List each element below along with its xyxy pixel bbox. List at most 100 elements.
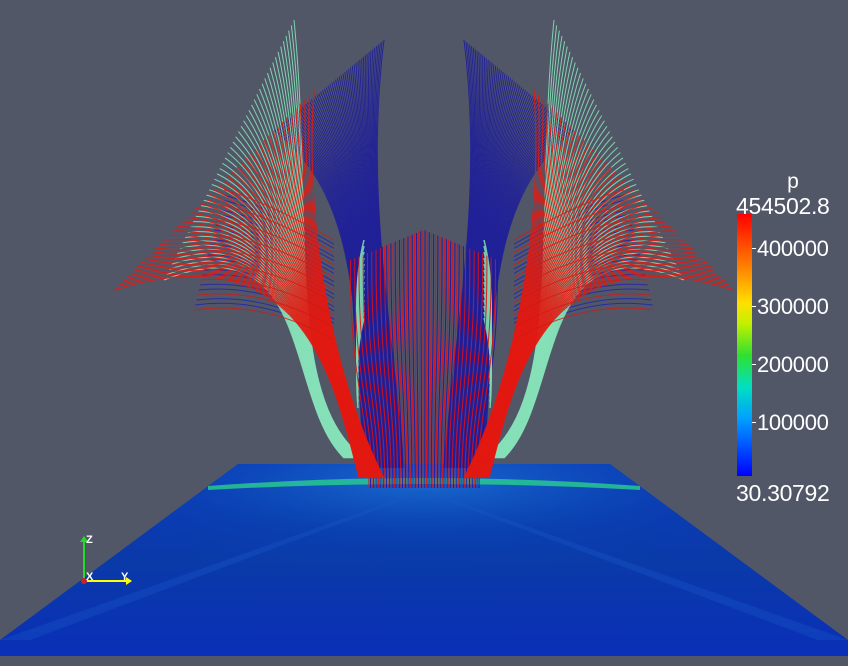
streamline: [297, 109, 374, 469]
streamline: [481, 125, 569, 469]
streamline: [513, 219, 632, 266]
streamline: [409, 235, 415, 489]
streamline: [457, 71, 504, 469]
streamline: [369, 50, 400, 469]
streamline: [450, 56, 486, 469]
streamline: [450, 55, 484, 469]
streamline: [379, 247, 392, 489]
streamline: [418, 232, 421, 489]
streamline: [366, 53, 399, 469]
streamline: [437, 237, 443, 489]
streamline: [459, 76, 510, 469]
axis-y-label: Y: [121, 571, 129, 583]
streamline: [467, 253, 484, 489]
streamline: [367, 52, 400, 469]
streamline: [362, 254, 380, 489]
streamline: [463, 84, 519, 469]
streamline: [430, 233, 435, 489]
streamline: [427, 232, 430, 489]
streamline: [405, 237, 411, 489]
streamline: [513, 293, 651, 328]
streamline: [349, 67, 393, 469]
streamline: [367, 253, 383, 489]
streamline: [420, 231, 423, 489]
streamline: [465, 88, 525, 469]
streamline: [205, 264, 335, 303]
streamline: [208, 249, 335, 291]
streamline: [460, 250, 475, 489]
streamline: [457, 248, 471, 489]
streamline: [513, 234, 636, 278]
streamline: [327, 85, 385, 469]
streamline: [220, 204, 335, 253]
streamline: [201, 278, 335, 316]
colorbar-tick-label: 100000: [757, 410, 829, 435]
streamline: [433, 235, 439, 489]
streamline: [295, 111, 373, 469]
streamline: [338, 76, 389, 469]
streamline: [464, 252, 479, 489]
streamlines-red: [113, 89, 735, 489]
streamline: [478, 117, 560, 469]
streamline: [513, 307, 655, 341]
orientation-axes-widget: [80, 536, 132, 585]
streamline: [445, 241, 454, 489]
streamline: [212, 234, 335, 278]
streamline: [371, 251, 386, 489]
streamline: [329, 84, 385, 469]
streamline: [452, 59, 489, 469]
streamline: [438, 238, 445, 489]
streamline: [392, 242, 402, 489]
streamline: [465, 90, 526, 469]
streamline: [113, 275, 360, 479]
streamline: [455, 65, 497, 469]
axis-x-label: X: [86, 571, 94, 583]
streamline: [353, 64, 394, 469]
streamline: [440, 239, 447, 489]
streamline: [461, 81, 515, 469]
streamline: [513, 264, 643, 303]
streamline: [355, 62, 395, 469]
streamline: [413, 233, 418, 489]
axis-z-label: Z: [86, 534, 93, 546]
streamline: [163, 267, 345, 459]
streamline: [435, 236, 441, 489]
streamline: [136, 260, 363, 479]
streamline: [473, 106, 547, 469]
streamline: [485, 260, 712, 479]
streamline: [216, 219, 335, 266]
streamline: [441, 239, 450, 489]
streamline: [513, 189, 625, 241]
streamline: [375, 249, 389, 489]
streamline: [455, 67, 499, 469]
streamline: [513, 278, 647, 316]
streamline: [503, 267, 685, 459]
streamline: [357, 61, 396, 469]
streamline: [273, 129, 365, 469]
streamline: [470, 255, 488, 489]
colorbar-tick-mark: [752, 422, 756, 423]
streamline: [193, 307, 335, 341]
streamline: [403, 238, 410, 489]
streamline: [448, 243, 458, 489]
streamline: [447, 49, 478, 469]
streamline: [476, 114, 556, 469]
streamline: [458, 73, 506, 469]
streamline: [462, 82, 517, 469]
colorbar-tick-label: 300000: [757, 294, 829, 319]
streamline: [344, 71, 391, 469]
streamline: [388, 244, 399, 489]
colorbar-tick-label: 400000: [757, 236, 829, 261]
streamline: [451, 245, 462, 489]
streamline: [286, 118, 370, 469]
streamline: [282, 122, 368, 469]
streamline: [411, 234, 416, 489]
streamline: [323, 88, 383, 469]
streamline: [448, 50, 479, 469]
streamline: [401, 239, 408, 489]
streamline: [336, 78, 388, 469]
streamline: [288, 117, 370, 469]
streamline: [356, 317, 365, 409]
